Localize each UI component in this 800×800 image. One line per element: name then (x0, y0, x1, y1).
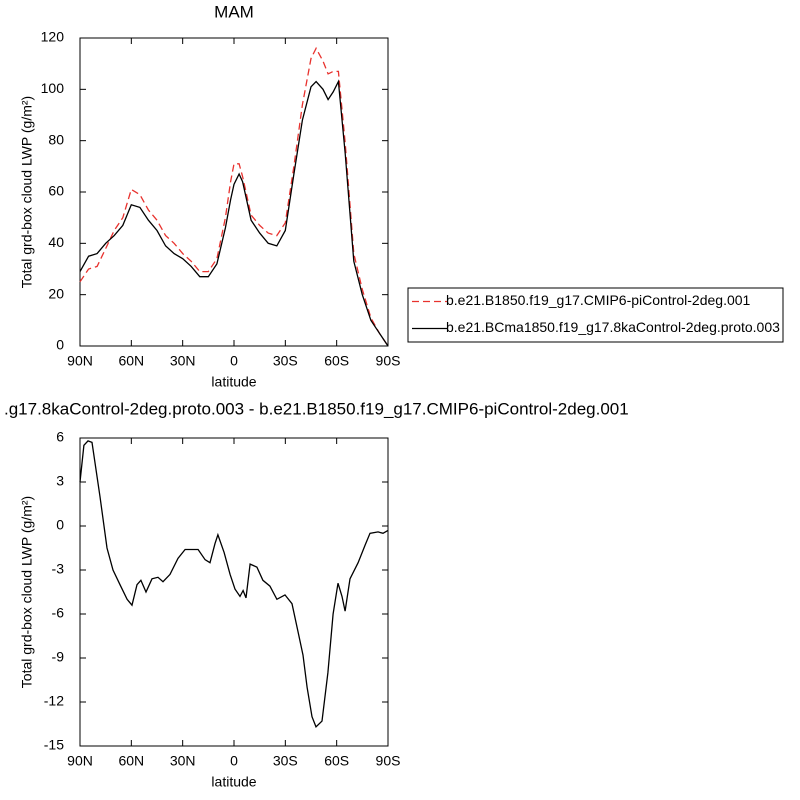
x-tick-label: 30S (273, 353, 298, 369)
series-line (79, 79, 389, 347)
x-axis-label: latitude (211, 774, 256, 790)
y-tick-label: -12 (44, 693, 64, 709)
y-tick-label: 120 (41, 29, 65, 45)
legend-label: b.e21.BCma1850.f19_g17.8kaControl-2deg.p… (446, 319, 780, 335)
y-tick-label: 3 (56, 473, 64, 489)
y-tick-label: 40 (48, 234, 64, 250)
x-tick-label: 0 (230, 753, 238, 769)
chart-title: MAM (214, 2, 254, 21)
chart-title: .g17.8kaControl-2deg.proto.003 - b.e21.B… (4, 399, 629, 418)
x-tick-label: 60N (118, 353, 144, 369)
x-tick-label: 30S (273, 753, 298, 769)
x-axis-label: latitude (211, 374, 256, 390)
x-tick-label: 30N (170, 753, 196, 769)
y-tick-label: 0 (56, 517, 64, 533)
y-tick-label: 0 (56, 337, 64, 353)
y-tick-label: -3 (52, 561, 65, 577)
plot-frame (79, 37, 389, 347)
legend-box (407, 287, 784, 343)
series-line (79, 46, 389, 347)
y-tick-label: -9 (52, 649, 65, 665)
y-tick-label: 100 (41, 80, 65, 96)
legend-label: b.e21.B1850.f19_g17.CMIP6-piControl-2deg… (446, 292, 751, 308)
y-tick-label: 6 (56, 429, 64, 445)
x-tick-label: 90N (67, 353, 93, 369)
x-tick-label: 30N (170, 353, 196, 369)
x-tick-label: 90S (376, 753, 401, 769)
y-tick-label: 80 (48, 131, 64, 147)
y-tick-label: -15 (44, 737, 64, 753)
x-tick-label: 60N (118, 753, 144, 769)
y-tick-label: -6 (52, 605, 65, 621)
y-tick-label: 20 (48, 285, 64, 301)
x-tick-label: 90S (376, 353, 401, 369)
y-axis-label: Total grd-box cloud LWP (g/m²) (19, 496, 35, 688)
y-tick-label: 60 (48, 183, 64, 199)
x-tick-label: 60S (324, 353, 349, 369)
x-tick-label: 90N (67, 753, 93, 769)
y-axis-label: Total grd-box cloud LWP (g/m²) (19, 96, 35, 288)
x-tick-label: 0 (230, 353, 238, 369)
x-tick-label: 60S (324, 753, 349, 769)
plot-frame (79, 437, 389, 747)
series-line (79, 440, 389, 729)
